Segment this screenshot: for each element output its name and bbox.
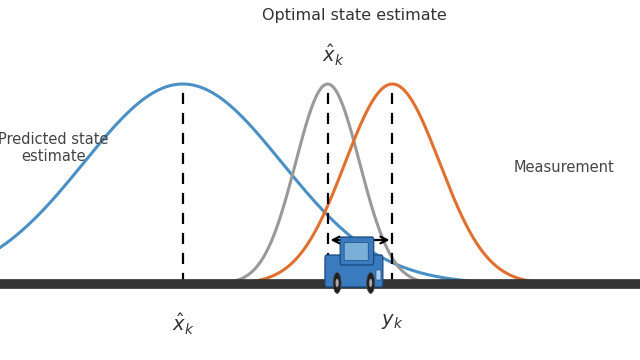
Text: Optimal state estimate: Optimal state estimate	[262, 8, 447, 23]
FancyBboxPatch shape	[325, 255, 383, 287]
Circle shape	[335, 279, 339, 287]
Text: $\hat{x}_k$: $\hat{x}_k$	[172, 312, 194, 337]
Text: Predicted state
estimate: Predicted state estimate	[0, 132, 109, 164]
FancyBboxPatch shape	[344, 242, 368, 261]
FancyBboxPatch shape	[376, 270, 381, 280]
FancyBboxPatch shape	[340, 237, 374, 265]
Circle shape	[367, 273, 374, 293]
Circle shape	[333, 273, 341, 293]
Text: $\hat{x}_k$: $\hat{x}_k$	[323, 43, 345, 68]
Circle shape	[369, 279, 372, 287]
Text: $y_k$: $y_k$	[381, 312, 404, 331]
Text: Measurement: Measurement	[513, 161, 614, 175]
